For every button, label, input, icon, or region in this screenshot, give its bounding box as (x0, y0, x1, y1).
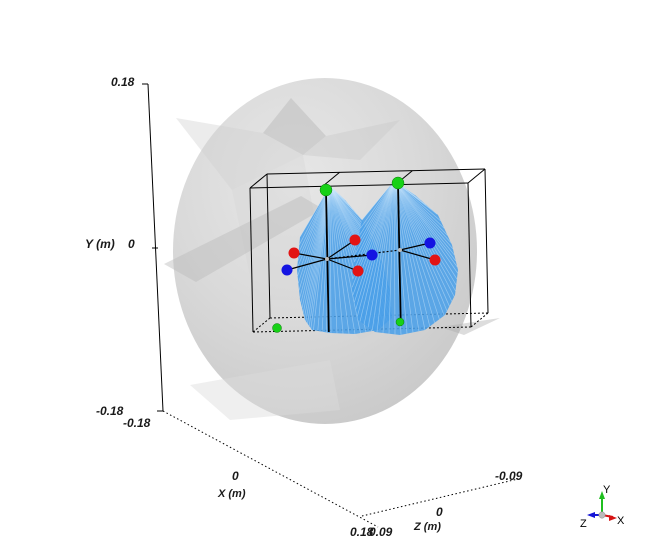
svg-text:-0.18: -0.18 (96, 404, 124, 418)
svg-text:-0.18: -0.18 (123, 416, 151, 430)
svg-text:0.09: 0.09 (369, 525, 393, 539)
svg-text:Y: Y (603, 484, 611, 496)
svg-text:0: 0 (232, 469, 239, 483)
svg-text:-0.09: -0.09 (495, 469, 523, 483)
svg-text:Z: Z (580, 518, 587, 530)
svg-text:0: 0 (436, 505, 443, 519)
svg-text:X (m): X (m) (217, 488, 246, 500)
svg-text:0: 0 (128, 237, 135, 251)
svg-text:X: X (617, 515, 625, 527)
svg-text:Y (m): Y (m) (85, 237, 115, 251)
svg-text:Z (m): Z (m) (413, 521, 441, 533)
svg-text:0.18: 0.18 (111, 75, 135, 89)
